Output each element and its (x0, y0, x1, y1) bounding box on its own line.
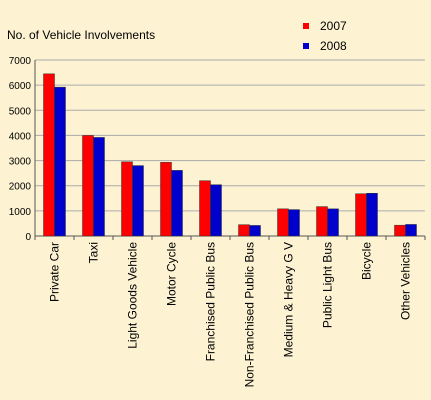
y-tick-label: 5000 (9, 106, 32, 117)
bar-2008-4 (210, 184, 222, 237)
legend-item-2007: 2007 (303, 16, 347, 36)
y-tick-label: 3000 (9, 157, 32, 168)
chart-legend: 2007 2008 (303, 16, 347, 56)
chart-title: No. of Vehicle Involvements (7, 28, 156, 42)
bar-2008-0 (54, 86, 66, 237)
bar-2007-4 (199, 180, 211, 237)
x-category-label: Medium & Heavy G V (282, 242, 296, 357)
legend-swatch-2008 (303, 43, 309, 49)
legend-label-2007: 2007 (320, 19, 347, 33)
bar-2008-3 (171, 170, 183, 237)
bar-2008-6 (288, 209, 300, 237)
y-tick-label: 1000 (9, 207, 32, 218)
x-category-label: Taxi (87, 242, 101, 263)
x-category-label: Franchised Public Bus (204, 242, 218, 361)
bar-2008-8 (366, 193, 378, 237)
bar-2007-6 (277, 208, 289, 237)
legend-label-2008: 2008 (320, 39, 347, 53)
y-tick-label: 4000 (9, 131, 32, 142)
bar-2008-1 (93, 137, 105, 237)
y-tick-label: 2000 (9, 182, 32, 193)
y-tick-label: 6000 (9, 81, 32, 92)
bar-2007-0 (43, 73, 55, 237)
x-category-label: Non-Franchised Public Bus (243, 242, 257, 387)
bar-2007-9 (394, 224, 406, 237)
x-category-label: Light Goods Vehicle (126, 242, 140, 349)
bar-2008-5 (249, 225, 261, 237)
y-tick-label: 7000 (9, 56, 32, 67)
bar-2007-1 (82, 135, 94, 237)
bar-2008-9 (405, 224, 417, 237)
bar-2007-5 (238, 224, 250, 237)
bar-2007-7 (316, 206, 328, 237)
bar-2007-2 (121, 161, 133, 237)
bar-2007-8 (355, 193, 367, 237)
x-category-label: Bicycle (360, 242, 374, 280)
bar-2007-3 (160, 162, 172, 237)
y-tick-label: 0 (25, 232, 31, 243)
bar-2008-2 (132, 165, 144, 237)
x-category-label: Private Car (48, 242, 62, 302)
x-category-label: Motor Cycle (165, 242, 179, 306)
legend-swatch-2007 (303, 23, 309, 29)
legend-item-2008: 2008 (303, 36, 347, 56)
x-category-label: Public Light Bus (321, 242, 335, 328)
x-category-label: Other Vehicles (399, 242, 413, 320)
bar-2008-7 (327, 208, 339, 237)
